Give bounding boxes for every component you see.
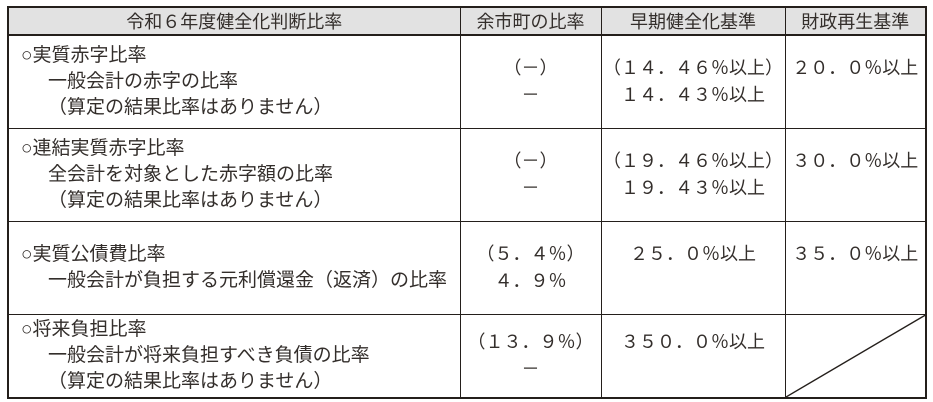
indicator-note: （算定の結果比率はありません） — [48, 370, 333, 392]
header-indicator: 令和６年度健全化判断比率 — [7, 6, 461, 36]
cell-early-standard: ３５０．０％以上 — [600, 313, 786, 398]
value-line: ４．９％ — [494, 270, 567, 291]
header-yoichi-ratio: 余市町の比率 — [459, 6, 602, 36]
value-line: １９．４３％以上 — [621, 177, 765, 198]
cell-reconstruction-standard: ２０．０％以上 — [784, 34, 927, 129]
value-line: （１４．４６％以上） — [603, 57, 783, 78]
indicator-desc: 一般会計が負担する元利償還金（返済）の比率 — [48, 269, 448, 291]
value-line: ３５．０％以上 — [792, 243, 919, 264]
value-line: － — [521, 358, 540, 379]
value-line: １４．４３％以上 — [621, 84, 765, 105]
cell-indicator: ○実質赤字比率 一般会計の赤字の比率 （算定の結果比率はありません） — [7, 34, 461, 129]
indicator-title: ○実質赤字比率 — [21, 44, 147, 66]
value-line: ２０．０％以上 — [792, 57, 919, 78]
table-header-row: 令和６年度健全化判断比率 余市町の比率 早期健全化基準 財政再生基準 — [7, 6, 927, 36]
indicator-title: ○将来負担比率 — [21, 318, 147, 340]
header-fiscal-reconstruction-standard: 財政再生基準 — [784, 6, 927, 36]
table-row-future-burden-ratio: ○将来負担比率 一般会計が将来負担すべき負債の比率 （算定の結果比率はありません… — [7, 313, 927, 398]
soundness-ratio-table: 令和６年度健全化判断比率 余市町の比率 早期健全化基準 財政再生基準 ○実質赤字… — [7, 6, 927, 399]
cell-early-standard: （１４．４６％以上） １４．４３％以上 — [600, 34, 786, 129]
value-line — [602, 268, 784, 295]
cell-indicator: ○将来負担比率 一般会計が将来負担すべき負債の比率 （算定の結果比率はありません… — [7, 313, 461, 398]
table-row-consolidated-real-deficit-ratio: ○連結実質赤字比率 全会計を対象とした赤字額の比率 （算定の結果比率はありません… — [7, 127, 927, 222]
indicator-note: （算定の結果比率はありません） — [48, 96, 333, 118]
indicator-desc: 一般会計の赤字の比率 — [48, 70, 239, 92]
value-line: ２５．０％以上 — [630, 243, 756, 264]
indicator-desc: 全会計を対象とした赤字額の比率 — [48, 163, 334, 185]
cell-yoichi-ratio: （－） － — [459, 34, 602, 129]
value-line: － — [521, 177, 540, 198]
cell-early-standard: （１９．４６％以上） １９．４３％以上 — [600, 127, 786, 222]
value-line: ３５０．０％以上 — [621, 331, 765, 352]
value-line — [786, 268, 925, 295]
diagonal-line — [786, 315, 926, 397]
table-row-real-debt-service-ratio: ○実質公債費比率 一般会計が負担する元利償還金（返済）の比率 （５．４％） ４．… — [7, 220, 927, 315]
value-line: （－） — [503, 150, 558, 171]
cell-reconstruction-standard-empty — [784, 313, 927, 398]
value-line: － — [521, 84, 540, 105]
cell-early-standard: ２５．０％以上 — [600, 220, 786, 315]
value-line — [786, 82, 925, 109]
cell-yoichi-ratio: （５．４％） ４．９％ — [459, 220, 602, 315]
cell-yoichi-ratio: （－） － — [459, 127, 602, 222]
cell-indicator: ○連結実質赤字比率 全会計を対象とした赤字額の比率 （算定の結果比率はありません… — [7, 127, 461, 222]
value-line: （１３．９％） — [467, 331, 594, 352]
cell-yoichi-ratio: （１３．９％） － — [459, 313, 602, 398]
cell-reconstruction-standard: ３０．０％以上 — [784, 127, 927, 222]
indicator-title: ○連結実質赤字比率 — [21, 137, 185, 159]
cell-indicator: ○実質公債費比率 一般会計が負担する元利償還金（返済）の比率 — [7, 220, 461, 315]
indicator-title: ○実質公債費比率 — [21, 243, 166, 265]
value-line — [786, 175, 925, 202]
table-row-real-deficit-ratio: ○実質赤字比率 一般会計の赤字の比率 （算定の結果比率はありません） （－） －… — [7, 34, 927, 129]
value-line: ３０．０％以上 — [792, 150, 919, 171]
value-line — [602, 356, 784, 383]
cell-reconstruction-standard: ３５．０％以上 — [784, 220, 927, 315]
indicator-note: （算定の結果比率はありません） — [48, 189, 333, 211]
value-line: （－） — [503, 57, 558, 78]
value-line: （５．４％） — [476, 243, 585, 264]
value-line: （１９．４６％以上） — [603, 150, 783, 171]
header-early-soundness-standard: 早期健全化基準 — [600, 6, 786, 36]
indicator-desc: 一般会計が将来負担すべき負債の比率 — [48, 344, 370, 366]
